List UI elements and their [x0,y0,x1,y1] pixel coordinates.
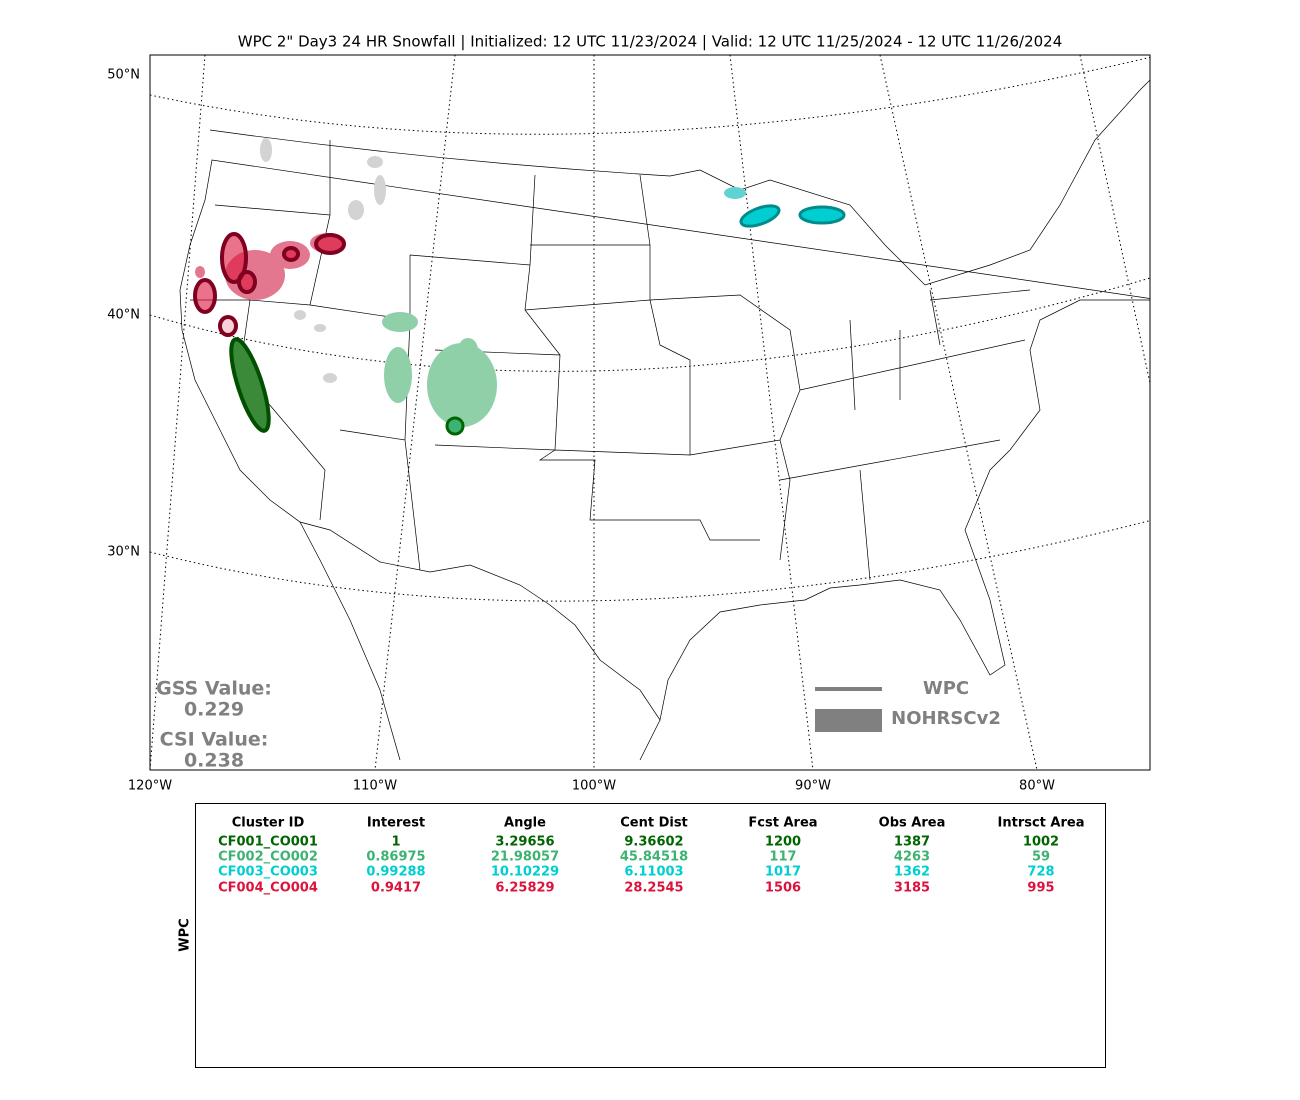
table-cell: 6.11003 [624,865,683,880]
gss-value: 0.229 [184,699,244,721]
table-cell: 3.29656 [495,835,554,850]
table-cell: 995 [1027,881,1054,896]
table-cell: 0.86975 [366,850,425,865]
table-cell: 45.84518 [620,850,688,865]
table-cell: 1017 [765,865,801,880]
column-header: Intrsct Area [998,816,1085,831]
table-side-label: WPC [178,918,193,951]
table-cell: 4263 [894,850,930,865]
table-cell: 21.98057 [491,850,559,865]
table-cell: 1506 [765,881,801,896]
column-header: Obs Area [879,816,946,831]
table-cell: CF001_CO001 [218,835,318,850]
table-cell: 1387 [894,835,930,850]
table: WPC Cluster ID Interest Angle Cent Dist Fcst… [178,803,1106,1068]
table-cell: CF004_CO004 [218,881,318,896]
lon-label: 120°W [128,779,172,794]
column-header: Interest [367,816,425,831]
table-cell: 28.2545 [624,881,683,896]
table-cell: 728 [1027,865,1054,880]
legend-fill [815,709,882,732]
table-cell: 1362 [894,865,930,880]
title: WPC 2" Day3 24 HR Snowfall | Initialized… [238,33,1063,51]
csi-label: CSI Value: [160,729,269,751]
legend-label: WPC [923,678,969,699]
column-header: Fcst Area [748,816,817,831]
table-cell: 6.25829 [495,881,554,896]
table-cell: 1002 [1023,835,1059,850]
column-header: Cent Dist [620,816,688,831]
lon-label: 100°W [572,779,616,794]
legend-label: NOHRSCv2 [891,708,1001,729]
table-cell: 9.36602 [624,835,683,850]
table-cell: 0.9417 [371,881,421,896]
table-frame [195,803,1106,1068]
lon-label: 90°W [795,779,831,794]
table-cell: 1200 [765,835,801,850]
table-cell: 117 [769,850,796,865]
lat-label: 50°N [107,68,140,83]
table-cell: 0.99288 [366,865,425,880]
column-header: Cluster ID [232,816,305,831]
table-cell: CF002_CO002 [218,850,318,865]
lon-label: 110°W [353,779,397,794]
table-cell: CF003_CO003 [218,865,318,880]
lon-label: 80°W [1019,779,1055,794]
lat-label: 40°N [107,308,140,323]
table-cell: 59 [1032,850,1050,865]
column-header: Angle [504,816,546,831]
map: 50°N 40°N 30°N 120°W 110°W 100°W 90°W 80… [107,54,1151,794]
lat-label: 30°N [107,545,140,560]
table-cell: 3185 [894,881,930,896]
csi-value: 0.238 [184,750,244,772]
gss-label: GSS Value: [156,678,272,700]
table-cell: 1 [391,835,400,850]
table-cell: 10.10229 [491,865,559,880]
